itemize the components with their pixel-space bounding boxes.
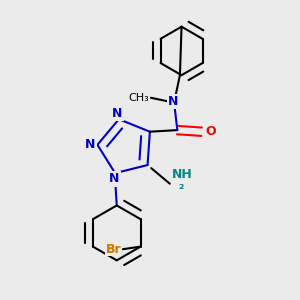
Text: N: N: [109, 172, 120, 185]
Text: N: N: [112, 107, 122, 120]
Text: ₂: ₂: [179, 179, 184, 192]
Text: N: N: [168, 95, 179, 108]
Text: N: N: [85, 138, 95, 151]
Text: Br: Br: [106, 243, 121, 256]
Text: CH₃: CH₃: [128, 93, 149, 103]
Text: O: O: [206, 125, 216, 138]
Text: NH: NH: [171, 167, 192, 181]
